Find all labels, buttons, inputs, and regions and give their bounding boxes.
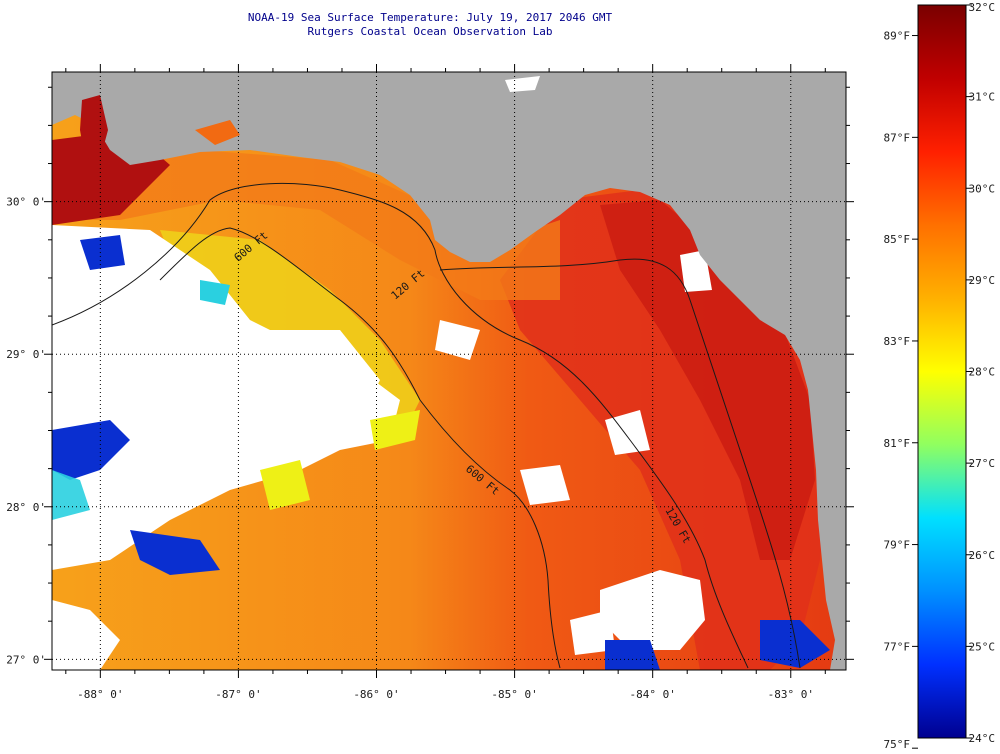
colorbar-fahrenheit-labels: 89°F 87°F 85°F 83°F 81°F 79°F 77°F 75°F [884,30,918,751]
cold-fringe-west-1 [52,420,130,480]
cold-fringe-west-2 [52,470,90,520]
colorbar-fahrenheit-label: 75°F [884,738,911,751]
cold-fringe-south [130,530,220,575]
lon-label: -86° 0' [353,688,399,701]
cloud-south-east [600,570,705,650]
yellow-fringe-2 [370,410,420,450]
colorbar-celsius-label: 25°C [969,640,996,653]
colorbar-fahrenheit-label: 79°F [884,539,911,552]
isobath-contours [52,182,801,669]
colorbar-fahrenheit-label: 89°F [884,30,911,43]
longitude-labels: -88° 0' -87° 0' -86° 0' -85° 0' -84° 0' -83° … [77,688,814,701]
cloud-patch-4 [680,250,712,292]
colorbar-celsius-label: 29°C [969,274,996,287]
map-subtitle: Rutgers Coastal Ocean Observation Lab [307,25,553,38]
lat-label: 29° 0' [6,348,46,361]
colorbar-fahrenheit-label: 77°F [884,640,911,653]
cloud-patch-2 [435,320,480,360]
contour-600ft [159,227,561,669]
hot-coastal-region [600,200,815,560]
colorbar-celsius-label: 28°C [969,366,996,379]
colorbar-celsius-label: 31°C [969,91,996,104]
yellow-fringe-1 [260,460,310,510]
map-plot-area [52,72,846,670]
cold-fringe-coast [760,620,830,668]
contour-120ft-east [439,258,801,669]
land-mass [52,72,846,670]
contour-120ft-west [52,182,749,669]
lon-label: -87° 0' [215,688,261,701]
colorbar-fahrenheit-label: 87°F [884,131,911,144]
white-cloud-land [505,76,540,92]
colorbar-celsius-label: 32°C [969,1,996,14]
colorbar-celsius-labels: 32°C 31°C 30°C 29°C 28°C 27°C 26°C 25°C 24°C [966,1,995,745]
lon-label: -83° 0' [768,688,814,701]
colorbar-celsius-label: 26°C [969,549,996,562]
lon-label: -85° 0' [491,688,537,701]
map-title: NOAA-19 Sea Surface Temperature: July 19… [247,11,613,24]
lon-label: -84° 0' [629,688,675,701]
latitude-labels: 27° 0' 28° 0' 29° 0' 30° 0' [6,196,46,667]
lat-label: 27° 0' [6,653,46,666]
colorbar-fahrenheit-label: 83°F [884,335,911,348]
cloud-west [52,225,400,570]
lat-label: 30° 0' [6,196,46,209]
colorbar-celsius-label: 30°C [969,182,996,195]
lat-label: 28° 0' [6,501,46,514]
cloud-patch-1 [520,465,570,505]
cyan-fringe-1 [200,280,230,305]
pensacola-bay [195,120,240,145]
cloud-patch-5 [570,610,615,655]
mobile-bay [80,95,108,160]
cloud-south-west [52,600,120,670]
panhandle-warm-band [52,150,560,300]
cold-fringe-tampa [605,640,660,670]
colorbar-fahrenheit-label: 85°F [884,233,911,246]
colorbar-fahrenheit-label: 81°F [884,437,911,450]
cloud-central [250,330,380,430]
graticule [52,72,846,670]
colorbar-celsius-label: 24°C [969,732,996,745]
axis-ticks [44,64,854,678]
colorbar [917,4,967,739]
colorbar-celsius-label: 27°C [969,457,996,470]
cold-fringe-north [80,235,125,270]
lon-label: -88° 0' [77,688,123,701]
map-frame [51,71,847,671]
